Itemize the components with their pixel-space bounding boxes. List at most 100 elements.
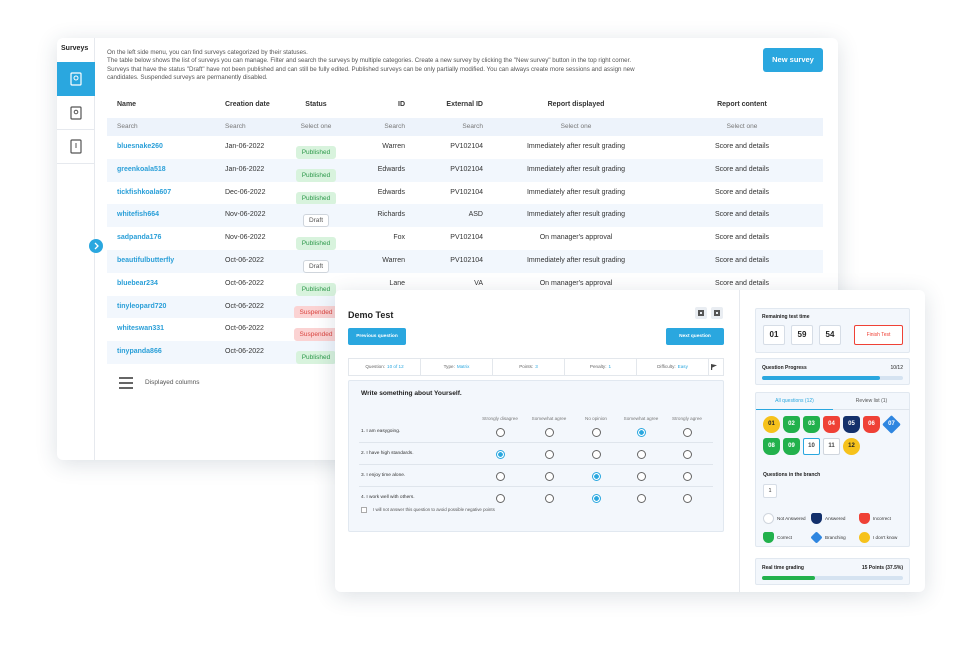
filter-input[interactable]: Select one [726,123,758,130]
prev-button[interactable]: Previous question [348,328,406,345]
table-cell: PV102104 [450,188,483,196]
badge-bg[interactable] [823,416,840,433]
filter-input[interactable]: Select one [560,123,592,130]
checkbox[interactable] [361,507,367,513]
radio[interactable] [636,449,646,459]
badge-bg[interactable] [843,416,860,433]
badge-bg[interactable] [803,416,820,433]
tool-icon[interactable] [711,307,723,319]
radio-selected[interactable] [636,427,646,437]
progress-title: Question Progress [762,365,807,371]
status-badge: Draft [302,260,330,273]
badge-bg[interactable] [763,438,780,455]
table-row: bluebear234 Oct-06-2022 Published Lane VA On … [107,272,823,296]
scale-label: Somewhat agree [623,416,659,421]
column-header[interactable]: ID [398,101,405,108]
radio-selected[interactable] [591,471,601,481]
radio[interactable] [544,471,554,481]
radio[interactable] [682,493,692,503]
radio[interactable] [636,493,646,503]
scale-label: No opinion [585,416,607,421]
table-cell: Jan-06-2022 [225,165,265,173]
new-survey-button[interactable]: New survey [763,48,823,72]
status-cell: Published [286,232,346,251]
column-header[interactable]: Creation date [225,101,270,108]
table-cell: Oct-06-2022 [225,302,264,310]
filter-input[interactable]: Search [117,123,138,130]
scale-label: Somewhat agree [531,416,567,421]
filter-input[interactable]: Search [225,123,246,130]
badge-label: 08 [768,443,775,449]
badge-label: 11 [828,443,835,449]
radio[interactable] [544,449,554,459]
radio[interactable] [544,427,554,437]
progress-fill [762,376,880,380]
status-badge: Published [295,191,337,205]
radio[interactable] [495,471,505,481]
survey-link[interactable]: bluebear234 [117,279,158,287]
survey-link[interactable]: sadpanda176 [117,234,162,242]
column-header[interactable]: Report displayed [547,101,605,108]
tab[interactable]: Review list (1) [833,393,910,410]
badge-bg[interactable] [763,416,780,433]
badge-label: 06 [868,421,875,427]
radio[interactable] [591,449,601,459]
tab-active[interactable]: All questions (12) [756,393,833,410]
radio[interactable] [495,427,505,437]
radio[interactable] [495,493,505,503]
column-header[interactable]: Status [305,101,327,108]
branch-item[interactable]: 1 [763,484,777,498]
badge-bg[interactable] [843,438,860,455]
table-cell: Dec-06-2022 [225,188,266,196]
row-separator [359,442,713,443]
column-header[interactable]: Name [117,101,137,108]
filter-input[interactable]: Search [384,123,405,130]
survey-link[interactable]: tickfishkoala607 [117,188,172,196]
column-header[interactable]: Report content [717,101,767,108]
radio-selected[interactable] [495,449,505,459]
survey-link[interactable]: greenkoala518 [117,165,166,173]
nav-item[interactable] [57,96,95,130]
test-title: Demo Test [348,310,394,320]
filter-input[interactable]: Search [462,123,483,130]
radio[interactable] [682,449,692,459]
expand-button[interactable] [89,239,103,253]
status-cell: Published [286,187,346,205]
flag-icon[interactable] [711,364,717,370]
badge-bg[interactable] [823,438,840,455]
sidebar-title: Surveys [61,45,89,52]
survey-link[interactable]: beautifulbutterfly [117,257,175,264]
radio[interactable] [636,471,646,481]
survey-link[interactable]: tinypanda866 [117,348,162,356]
table-cell: On manager's approval [539,279,613,287]
radio-selected[interactable] [591,493,601,503]
badge-bg[interactable] [783,416,800,433]
intro-text: On the left side menu, you can find surv… [107,49,308,56]
column-header[interactable]: External ID [446,101,483,108]
table-cell: PV102104 [450,165,483,173]
table-cell: Immediately after result grading [526,257,626,264]
survey-link[interactable]: whitefish664 [117,211,160,219]
info-label: Type: [443,364,455,369]
next-button[interactable]: Next question [666,328,724,345]
tool-icon[interactable] [695,307,707,319]
badge-bg[interactable] [803,438,820,455]
radio[interactable] [591,427,601,437]
info-value: Matrix [456,364,470,369]
badge-bg[interactable] [863,416,880,433]
nav-item[interactable] [57,130,95,164]
radio[interactable] [544,493,554,503]
survey-link[interactable]: tinyleopard720 [117,302,167,310]
badge-bg[interactable] [783,438,800,455]
test-card: Demo Test Previous question Next question Q… [335,290,925,592]
survey-link[interactable]: whiteswan331 [117,325,165,333]
survey-link[interactable]: bluesnake260 [117,143,163,150]
radio[interactable] [682,471,692,481]
status-cell: Suspended [286,301,346,319]
nav-active[interactable] [57,62,95,96]
filter-input[interactable]: Select one [300,123,332,130]
displayed-columns-label[interactable]: Displayed columns [145,379,200,386]
finish-button[interactable]: Finish Test [854,325,903,345]
badge-label: 07 [888,421,895,427]
radio[interactable] [682,427,692,437]
